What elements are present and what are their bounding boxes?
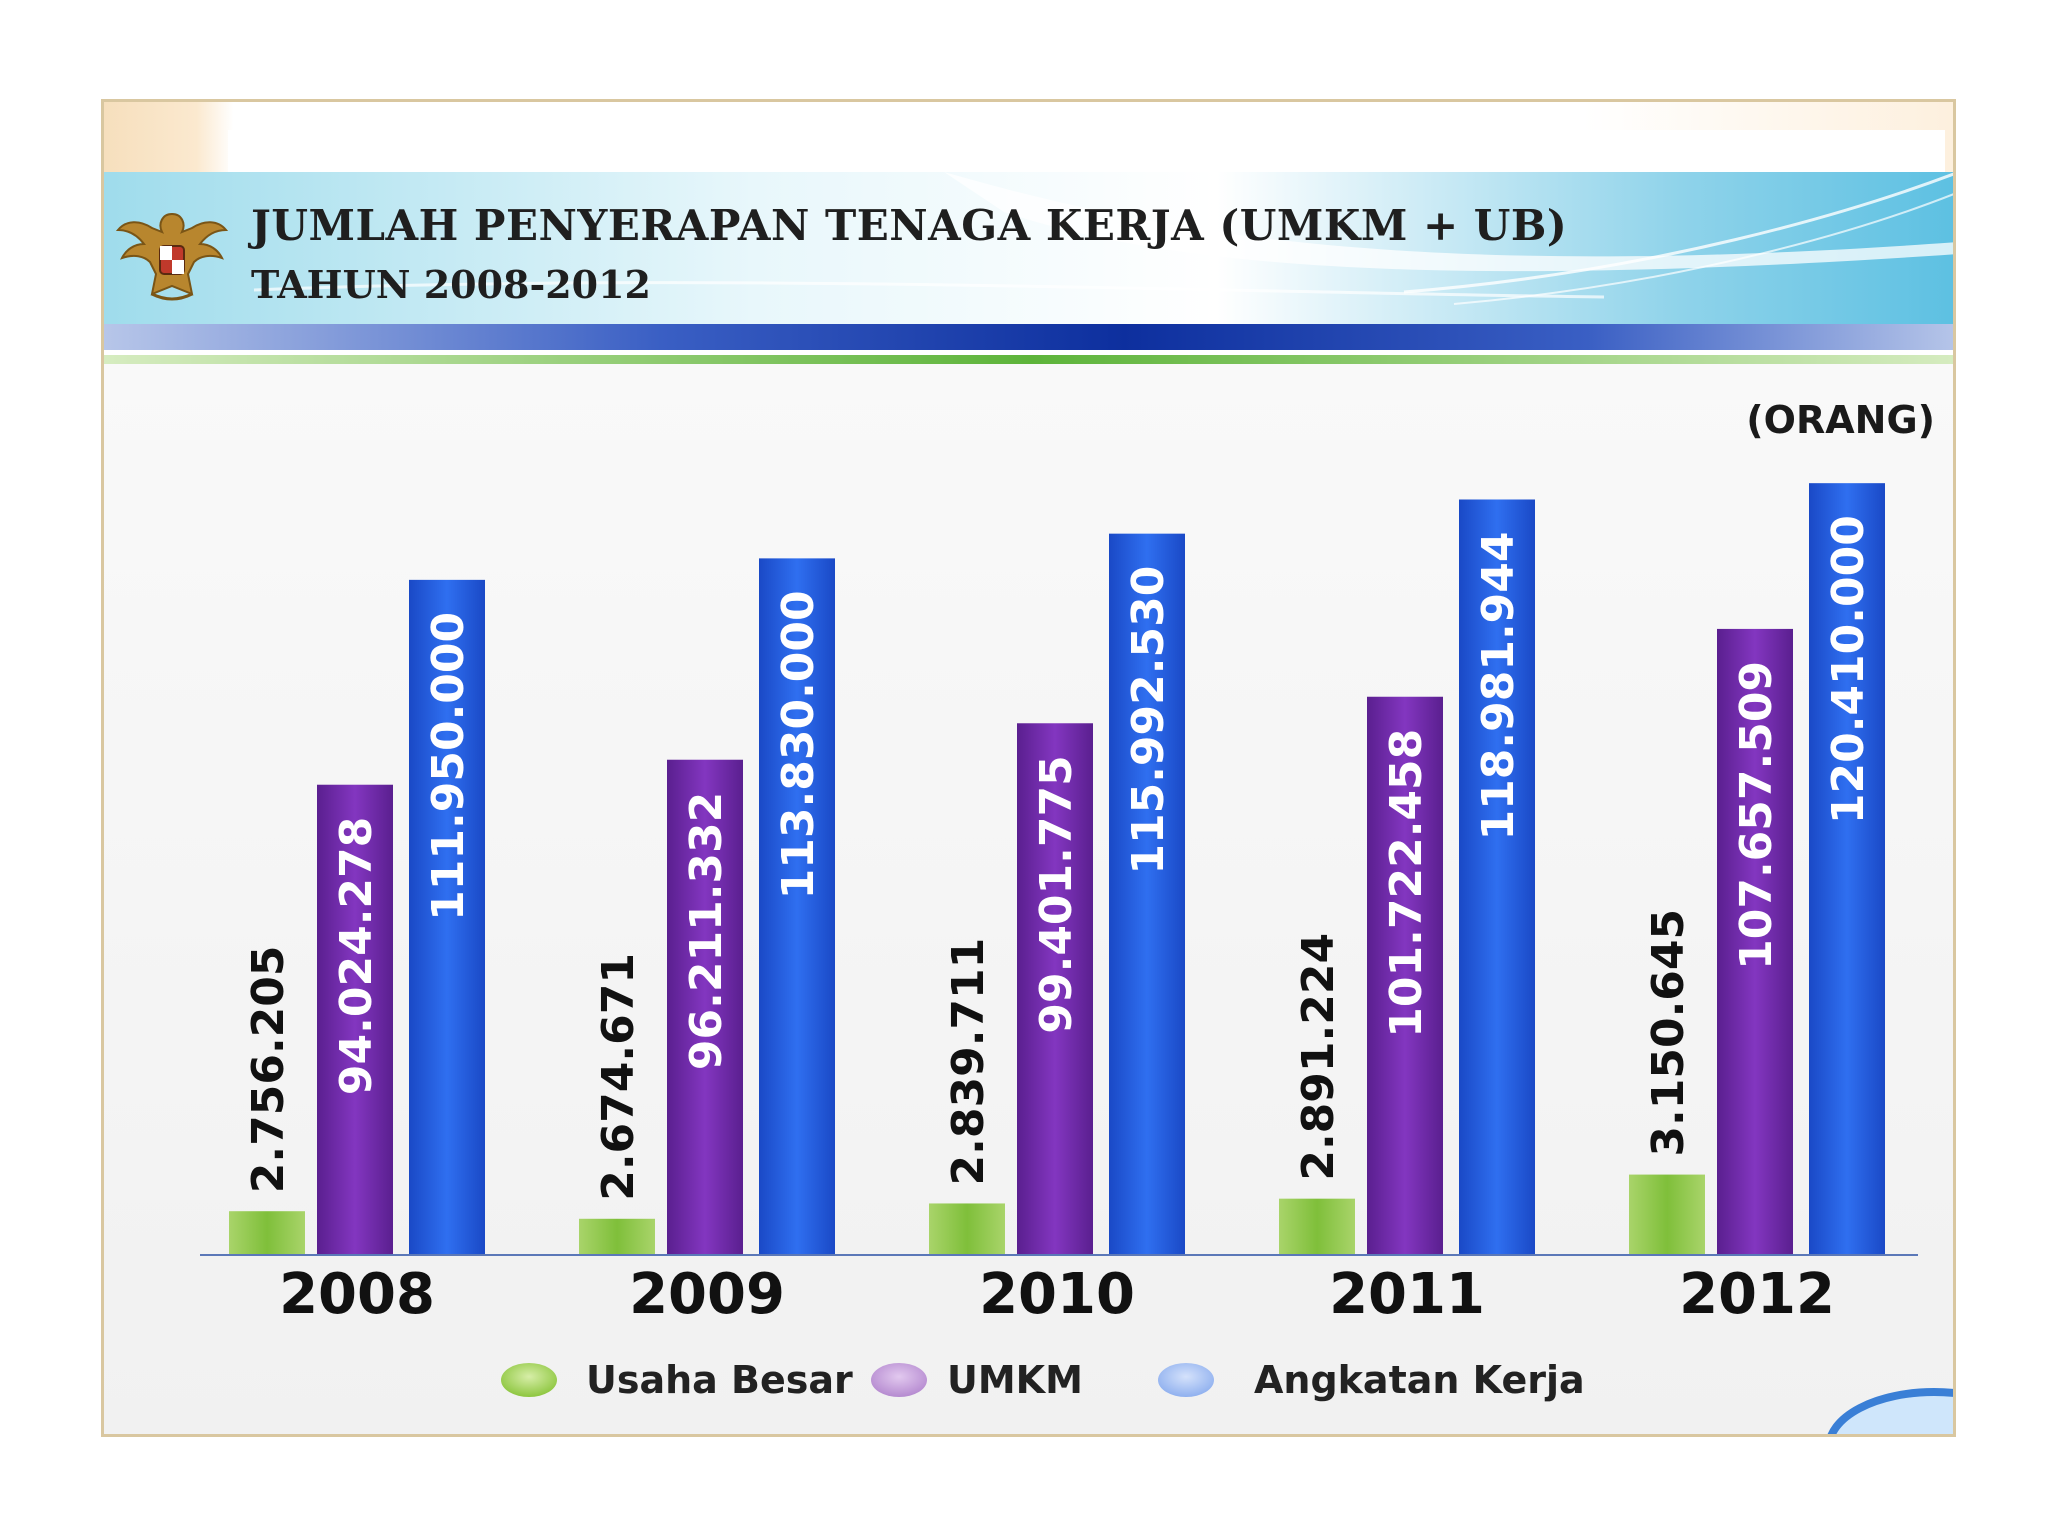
- data-label-usaha-besar-2009: 2.674.671: [593, 953, 644, 1201]
- bar-umkm-2008: [317, 784, 393, 1255]
- bar-angkatan-kerja-2009: [759, 558, 835, 1255]
- bar-usaha-besar-2011: [1279, 1198, 1355, 1255]
- bar-umkm-2012: [1717, 628, 1793, 1255]
- header-banner: JUMLAH PENYERAPAN TENAGA KERJA (UMKM + U…: [104, 172, 1953, 324]
- bar-usaha-besar-2010: [929, 1203, 1005, 1255]
- legend: Usaha Besar UMKM Angkatan Kerja: [501, 1358, 1585, 1402]
- legend-label-angkatan-kerja: Angkatan Kerja: [1254, 1358, 1585, 1402]
- bars-group: [229, 483, 1885, 1256]
- data-label-angkatan-kerja-2012: 120.410.000: [1823, 515, 1874, 824]
- data-label-angkatan-kerja-2008: 111.950.000: [423, 612, 474, 921]
- data-label-angkatan-kerja-2009: 113.830.000: [773, 590, 824, 899]
- data-label-angkatan-kerja-2011: 118.981.944: [1473, 531, 1524, 840]
- data-label-usaha-besar-2011: 2.891.224: [1293, 933, 1344, 1181]
- top-strip: [104, 102, 1953, 172]
- header-bands: [104, 324, 1953, 364]
- unit-label: (ORANG): [1746, 398, 1935, 442]
- bar-chart: 2.756.205 94.024.278 111.950.000 2008 2.674.…: [200, 483, 1953, 1434]
- legend-label-umkm: UMKM: [947, 1358, 1083, 1402]
- data-label-umkm-2009: 96.211.332: [681, 792, 732, 1070]
- x-tick-label-2012: 2012: [1679, 1262, 1835, 1327]
- data-label-umkm-2012: 107.657.509: [1731, 661, 1782, 970]
- legend-marker-umkm: [871, 1363, 927, 1397]
- legend-marker-angkatan-kerja: [1158, 1363, 1214, 1397]
- top-strip-panel: [228, 130, 1945, 172]
- x-tick-label-2009: 2009: [629, 1262, 785, 1327]
- bar-angkatan-kerja-2008: [409, 579, 485, 1255]
- bar-usaha-besar-2009: [579, 1218, 655, 1255]
- data-label-umkm-2010: 99.401.775: [1031, 755, 1082, 1033]
- header-background: [104, 172, 1953, 324]
- chart-title: JUMLAH PENYERAPAN TENAGA KERJA (UMKM + U…: [251, 201, 1568, 250]
- data-label-usaha-besar-2008: 2.756.205: [243, 945, 294, 1193]
- data-label-usaha-besar-2012: 3.150.645: [1643, 909, 1694, 1157]
- x-tick-label-2011: 2011: [1329, 1262, 1485, 1327]
- data-label-usaha-besar-2010: 2.839.711: [943, 938, 994, 1186]
- corner-decoration: [1827, 1388, 1953, 1434]
- slide-frame: JUMLAH PENYERAPAN TENAGA KERJA (UMKM + U…: [101, 99, 1956, 1437]
- data-label-umkm-2008: 94.024.278: [331, 817, 382, 1095]
- bar-angkatan-kerja-2011: [1459, 499, 1535, 1255]
- x-tick-label-2010: 2010: [979, 1262, 1135, 1327]
- data-label-angkatan-kerja-2010: 115.992.530: [1123, 566, 1174, 875]
- bar-usaha-besar-2008: [229, 1211, 305, 1255]
- legend-label-usaha-besar: Usaha Besar: [586, 1358, 853, 1402]
- bar-usaha-besar-2012: [1629, 1174, 1705, 1255]
- labels-group: 2.756.205 94.024.278 111.950.000 2008 2.674.…: [243, 515, 1874, 1327]
- data-label-umkm-2011: 101.722.458: [1381, 729, 1432, 1038]
- bar-umkm-2010: [1017, 723, 1093, 1255]
- x-tick-label-2008: 2008: [279, 1262, 435, 1327]
- bar-angkatan-kerja-2010: [1109, 533, 1185, 1255]
- bar-angkatan-kerja-2012: [1809, 483, 1885, 1256]
- chart-subtitle: TAHUN 2008-2012: [251, 262, 651, 307]
- legend-marker-usaha-besar: [501, 1363, 557, 1397]
- bar-umkm-2011: [1367, 696, 1443, 1255]
- bar-umkm-2009: [667, 759, 743, 1255]
